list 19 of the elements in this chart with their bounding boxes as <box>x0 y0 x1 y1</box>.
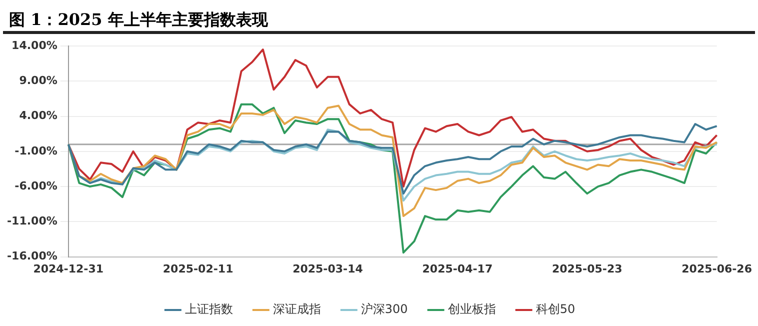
y-tick-label: -16.00% <box>6 250 58 263</box>
y-tick-label: -6.00% <box>14 179 58 192</box>
y-tick-label: 14.00% <box>12 38 58 52</box>
x-tick-label: 2025-04-17 <box>422 262 493 276</box>
y-tick-label: 4.00% <box>19 109 58 122</box>
y-tick-label: 9.00% <box>19 74 58 87</box>
x-tick-label: 2025-03-14 <box>292 262 364 276</box>
legend-label: 上证指数 <box>184 302 233 316</box>
x-tick-label: 2024-12-31 <box>33 262 104 276</box>
x-tick-label: 2025-05-23 <box>552 262 622 276</box>
y-tick-label: -11.00% <box>6 214 58 228</box>
legend-label: 创业板指 <box>448 302 496 316</box>
chart-title: 图 1：2025 年上半年主要指数表现 <box>3 0 755 34</box>
x-tick-label: 2025-06-26 <box>682 262 752 276</box>
legend-label: 沪深300 <box>360 302 408 316</box>
y-tick-label: -1.00% <box>14 144 58 158</box>
legend-label: 深证成指 <box>272 302 321 316</box>
x-tick-label: 2025-02-11 <box>162 262 234 276</box>
legend-label: 科创50 <box>536 302 576 316</box>
